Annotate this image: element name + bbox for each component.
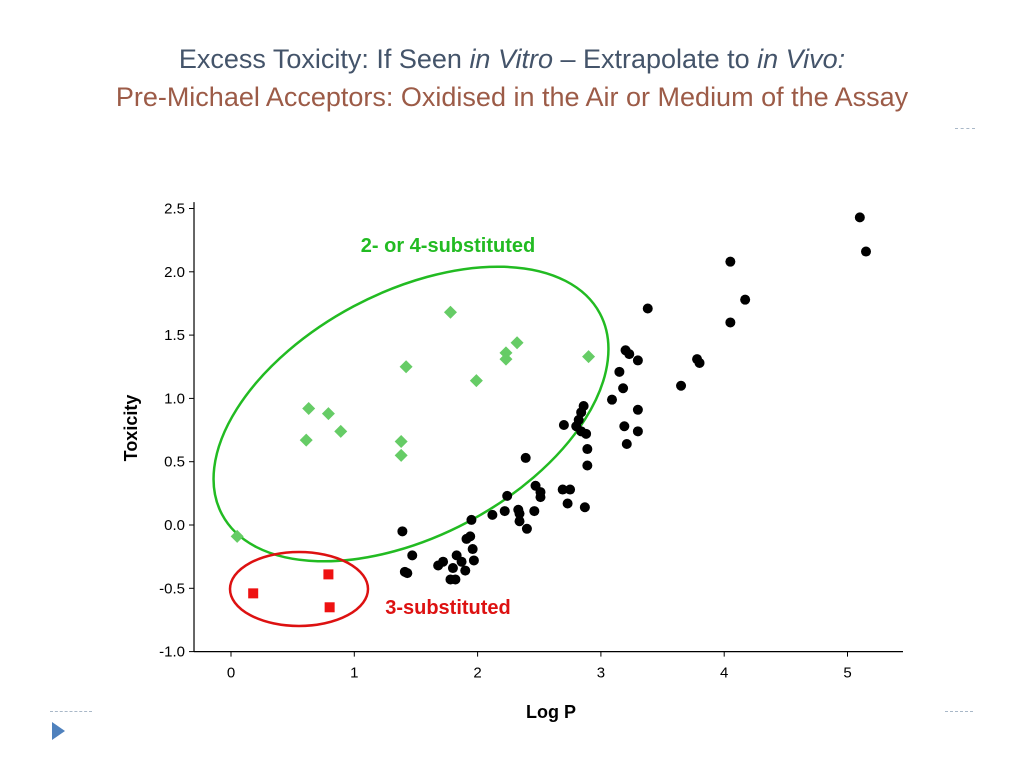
x-tick-label: 5 bbox=[843, 665, 851, 682]
data-point-circle bbox=[397, 526, 408, 537]
data-point-circle bbox=[676, 380, 687, 391]
x-tick-label: 4 bbox=[720, 665, 728, 682]
data-point-circle bbox=[407, 550, 418, 561]
data-point-circle bbox=[860, 246, 871, 257]
data-point-circle bbox=[557, 484, 568, 495]
y-tick-label: 1.5 bbox=[164, 327, 185, 344]
data-point-circle bbox=[521, 523, 532, 534]
title-italic1: in Vitro bbox=[469, 44, 553, 74]
data-point-circle bbox=[514, 508, 525, 519]
data-point-diamond bbox=[321, 407, 335, 421]
data-point-circle bbox=[535, 492, 546, 503]
annotation-3-substituted: 3-substituted bbox=[385, 597, 511, 619]
y-tick-label: 1.0 bbox=[164, 390, 185, 407]
data-point-diamond bbox=[443, 305, 457, 319]
data-point-diamond bbox=[582, 350, 596, 364]
data-point-circle bbox=[642, 303, 653, 314]
data-point-circle bbox=[725, 256, 736, 267]
data-point-circle bbox=[621, 438, 632, 449]
data-point-diamond bbox=[299, 433, 313, 447]
data-point-circle bbox=[466, 514, 477, 525]
y-tick-label: -0.5 bbox=[159, 580, 185, 597]
x-tick-label: 3 bbox=[597, 665, 605, 682]
data-point-circle bbox=[565, 484, 576, 495]
data-points bbox=[230, 212, 871, 613]
data-point-circle bbox=[460, 565, 471, 576]
data-point-circle bbox=[445, 574, 456, 585]
data-point-diamond bbox=[510, 336, 524, 350]
title-divider-dash bbox=[955, 128, 975, 129]
data-point-circle bbox=[502, 490, 513, 501]
x-axis-label: Log P bbox=[526, 702, 576, 722]
title-part2: – Extrapolate to bbox=[552, 44, 758, 74]
data-point-circle bbox=[576, 407, 587, 418]
y-tick-label: 2.5 bbox=[164, 201, 185, 218]
data-point-circle bbox=[467, 544, 478, 555]
data-point-circle bbox=[562, 498, 573, 509]
data-point-circle bbox=[618, 383, 629, 394]
data-point-circle bbox=[854, 212, 865, 223]
data-point-circle bbox=[619, 421, 630, 432]
y-axis-label: Toxicity bbox=[121, 395, 141, 462]
data-point-diamond bbox=[469, 374, 483, 388]
data-point-circle bbox=[520, 452, 531, 463]
title-italic2: in Vivo: bbox=[757, 44, 846, 74]
data-point-circle bbox=[632, 404, 643, 415]
data-point-circle bbox=[447, 563, 458, 574]
data-point-circle bbox=[514, 516, 525, 527]
data-point-square bbox=[248, 588, 259, 599]
x-tick-label: 1 bbox=[350, 665, 358, 682]
slide-title-block: Excess Toxicity: If Seen in Vitro – Extr… bbox=[0, 40, 1024, 116]
slide-subtitle: Pre-Michael Acceptors: Oxidised in the A… bbox=[115, 82, 909, 112]
data-point-diamond bbox=[399, 360, 413, 374]
data-point-circle bbox=[579, 502, 590, 513]
data-point-circle bbox=[632, 355, 643, 366]
data-point-circle bbox=[433, 560, 444, 571]
data-point-diamond bbox=[302, 402, 316, 416]
axes: 2.5 2.0 1.5 1.0 0.5 0.0 -0.5 -1.0 0 1 2 3 4 5 bbox=[159, 201, 903, 682]
data-point-circle bbox=[725, 317, 736, 328]
data-point-circle bbox=[529, 506, 540, 517]
y-tick-label: 0.5 bbox=[164, 454, 185, 471]
red-group-ellipse bbox=[228, 550, 370, 628]
data-point-diamond bbox=[334, 424, 348, 438]
y-tick-label: -1.0 bbox=[159, 644, 185, 661]
title-part1: Excess Toxicity: If Seen bbox=[178, 44, 470, 74]
slide-title: Excess Toxicity: If Seen in Vitro – Extr… bbox=[0, 40, 1024, 78]
data-point-circle bbox=[624, 349, 635, 360]
data-point-circle bbox=[632, 426, 643, 437]
data-point-circle bbox=[468, 555, 479, 566]
annotation-2-or-4-substituted: 2- or 4-substituted bbox=[361, 235, 535, 257]
data-point-square bbox=[324, 602, 335, 613]
data-point-circle bbox=[461, 533, 472, 544]
data-point-diamond bbox=[394, 434, 408, 448]
data-point-diamond bbox=[394, 448, 408, 462]
data-point-circle bbox=[582, 460, 593, 471]
data-point-circle bbox=[402, 568, 413, 579]
x-tick-label: 0 bbox=[227, 665, 235, 682]
data-point-circle bbox=[487, 509, 498, 520]
data-point-circle bbox=[582, 444, 593, 455]
data-point-circle bbox=[499, 506, 510, 517]
data-point-diamond bbox=[499, 352, 513, 366]
data-point-square bbox=[323, 569, 334, 580]
y-tick-label: 0.0 bbox=[164, 517, 185, 534]
data-point-circle bbox=[694, 357, 705, 368]
data-point-circle bbox=[581, 428, 592, 439]
play-triangle-icon[interactable] bbox=[52, 722, 65, 740]
data-point-circle bbox=[614, 366, 625, 377]
data-point-diamond bbox=[230, 529, 244, 543]
data-point-circle bbox=[740, 294, 751, 305]
data-point-circle bbox=[606, 394, 617, 405]
x-tick-label: 2 bbox=[473, 665, 481, 682]
footer-divider-left bbox=[50, 711, 92, 712]
y-tick-label: 2.0 bbox=[164, 264, 185, 281]
data-point-circle bbox=[558, 419, 569, 430]
data-point-circle bbox=[456, 556, 467, 567]
footer-divider-right bbox=[945, 711, 973, 712]
